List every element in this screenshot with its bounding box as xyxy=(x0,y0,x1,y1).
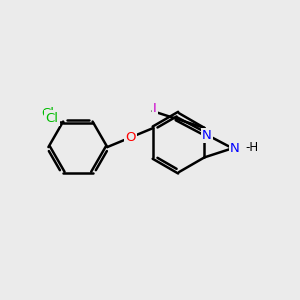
Text: I: I xyxy=(153,102,157,115)
Text: Cl: Cl xyxy=(46,112,59,124)
Text: O: O xyxy=(125,131,136,144)
Text: N: N xyxy=(230,142,240,155)
Text: Cl: Cl xyxy=(41,107,54,120)
Text: N: N xyxy=(202,129,212,142)
Text: -H: -H xyxy=(246,141,259,154)
